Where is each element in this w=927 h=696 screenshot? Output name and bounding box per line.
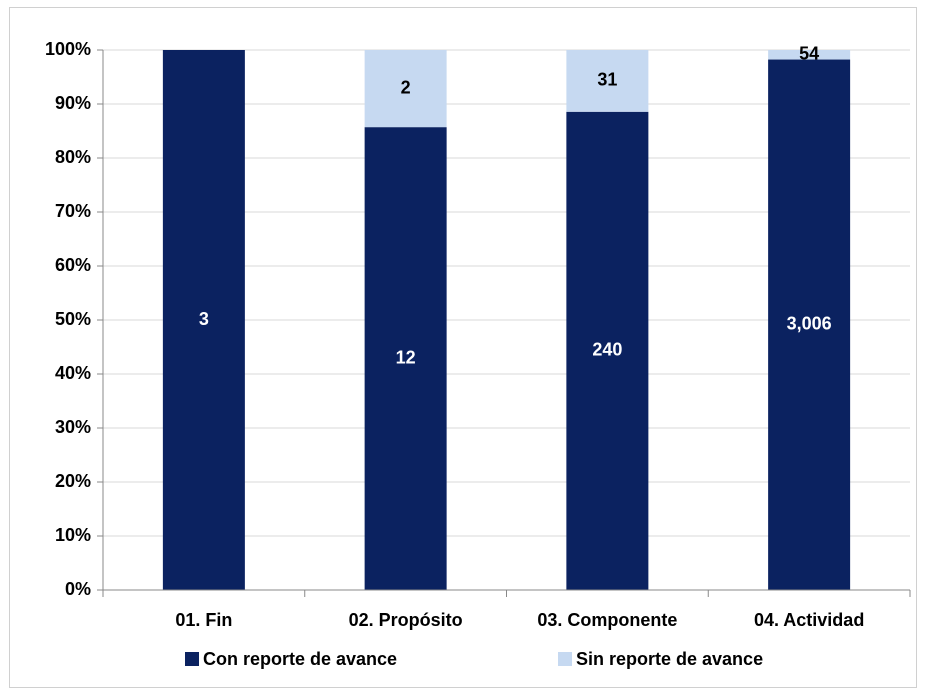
legend-label: Con reporte de avance [203, 649, 397, 669]
y-tick-label: 10% [55, 525, 91, 545]
data-label: 3,006 [787, 314, 832, 334]
bar-segment [162, 50, 245, 590]
legend-label: Sin reporte de avance [576, 649, 763, 669]
data-label: 3 [199, 309, 209, 329]
y-tick-label: 80% [55, 147, 91, 167]
y-tick-label: 100% [45, 39, 91, 59]
bar-segment [768, 50, 851, 60]
x-tick-label: 04. Actividad [754, 610, 864, 630]
x-tick-label: 01. Fin [175, 610, 232, 630]
y-tick-label: 20% [55, 471, 91, 491]
x-tick-label: 02. Propósito [349, 610, 463, 630]
y-tick-label: 30% [55, 417, 91, 437]
chart-frame [9, 7, 917, 688]
y-tick-label: 0% [65, 579, 91, 599]
bar-segment [768, 59, 851, 590]
y-tick-label: 60% [55, 255, 91, 275]
data-label: 240 [592, 340, 622, 360]
data-label: 12 [396, 347, 416, 367]
x-tick-label: 03. Componente [537, 610, 677, 630]
y-tick-label: 90% [55, 93, 91, 113]
bar-segment [364, 50, 447, 128]
data-label: 2 [401, 77, 411, 97]
y-tick-label: 50% [55, 309, 91, 329]
bar-segment [566, 50, 649, 112]
legend-swatch [558, 652, 572, 666]
data-label: 31 [597, 70, 617, 90]
bar-segment [566, 111, 649, 591]
legend-swatch [185, 652, 199, 666]
bar-segment [364, 127, 447, 591]
data-label: 54 [799, 44, 819, 64]
y-tick-label: 70% [55, 201, 91, 221]
y-tick-label: 40% [55, 363, 91, 383]
